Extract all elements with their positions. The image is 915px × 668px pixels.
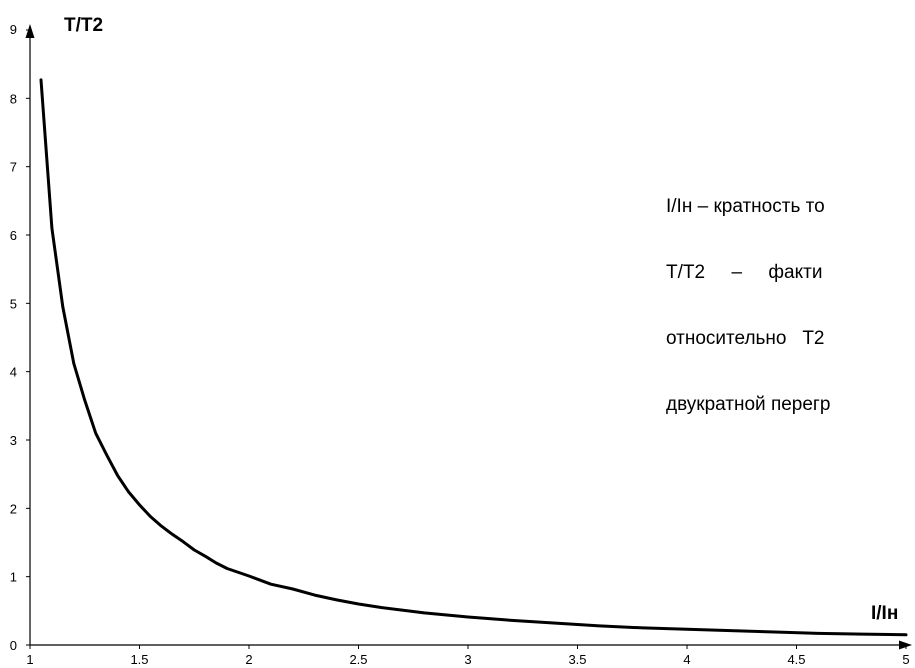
x-tick-label: 4.5 bbox=[787, 652, 805, 667]
y-tick-label: 5 bbox=[10, 296, 17, 311]
x-ticks: 1 1.5 2 2.5 3 3.5 4 4.5 5 bbox=[26, 645, 910, 667]
x-axis-title: I/Iн bbox=[871, 603, 898, 624]
x-tick-label: 3 bbox=[464, 652, 471, 667]
y-axis-arrow-icon bbox=[25, 24, 35, 38]
x-tick-label: 4 bbox=[683, 652, 690, 667]
annotation-line: относительно Т2 bbox=[666, 328, 825, 349]
x-tick-label: 2 bbox=[245, 652, 252, 667]
y-tick-label: 7 bbox=[10, 160, 17, 175]
y-tick-label: 9 bbox=[10, 22, 17, 37]
annotation-line: T/T2 – факти bbox=[666, 262, 823, 283]
y-tick-label: 6 bbox=[10, 228, 17, 243]
y-axis bbox=[25, 24, 35, 645]
x-tick-label: 2.5 bbox=[349, 652, 367, 667]
x-tick-label: 1.5 bbox=[130, 652, 148, 667]
series-line bbox=[39, 78, 908, 637]
annotation-line: двукратной перегр bbox=[666, 394, 831, 415]
x-tick-label: 5 bbox=[902, 652, 909, 667]
annotation-line: I/Iн – кратность то bbox=[666, 196, 825, 217]
y-tick-label: 3 bbox=[10, 433, 17, 448]
x-axis bbox=[30, 640, 912, 650]
y-tick-label: 1 bbox=[10, 570, 17, 585]
y-ticks: 0 1 2 3 4 5 6 7 8 9 bbox=[10, 22, 30, 653]
annotation-text: I/Iн – кратность то T/T2 – факти относит… bbox=[666, 152, 915, 438]
y-tick-label: 0 bbox=[10, 638, 17, 653]
x-tick-label: 3.5 bbox=[568, 652, 586, 667]
y-axis-title: T/T2 bbox=[64, 15, 103, 36]
y-tick-label: 2 bbox=[10, 501, 17, 516]
y-tick-label: 4 bbox=[10, 365, 17, 380]
y-tick-label: 8 bbox=[10, 91, 17, 106]
x-tick-label: 1 bbox=[26, 652, 33, 667]
